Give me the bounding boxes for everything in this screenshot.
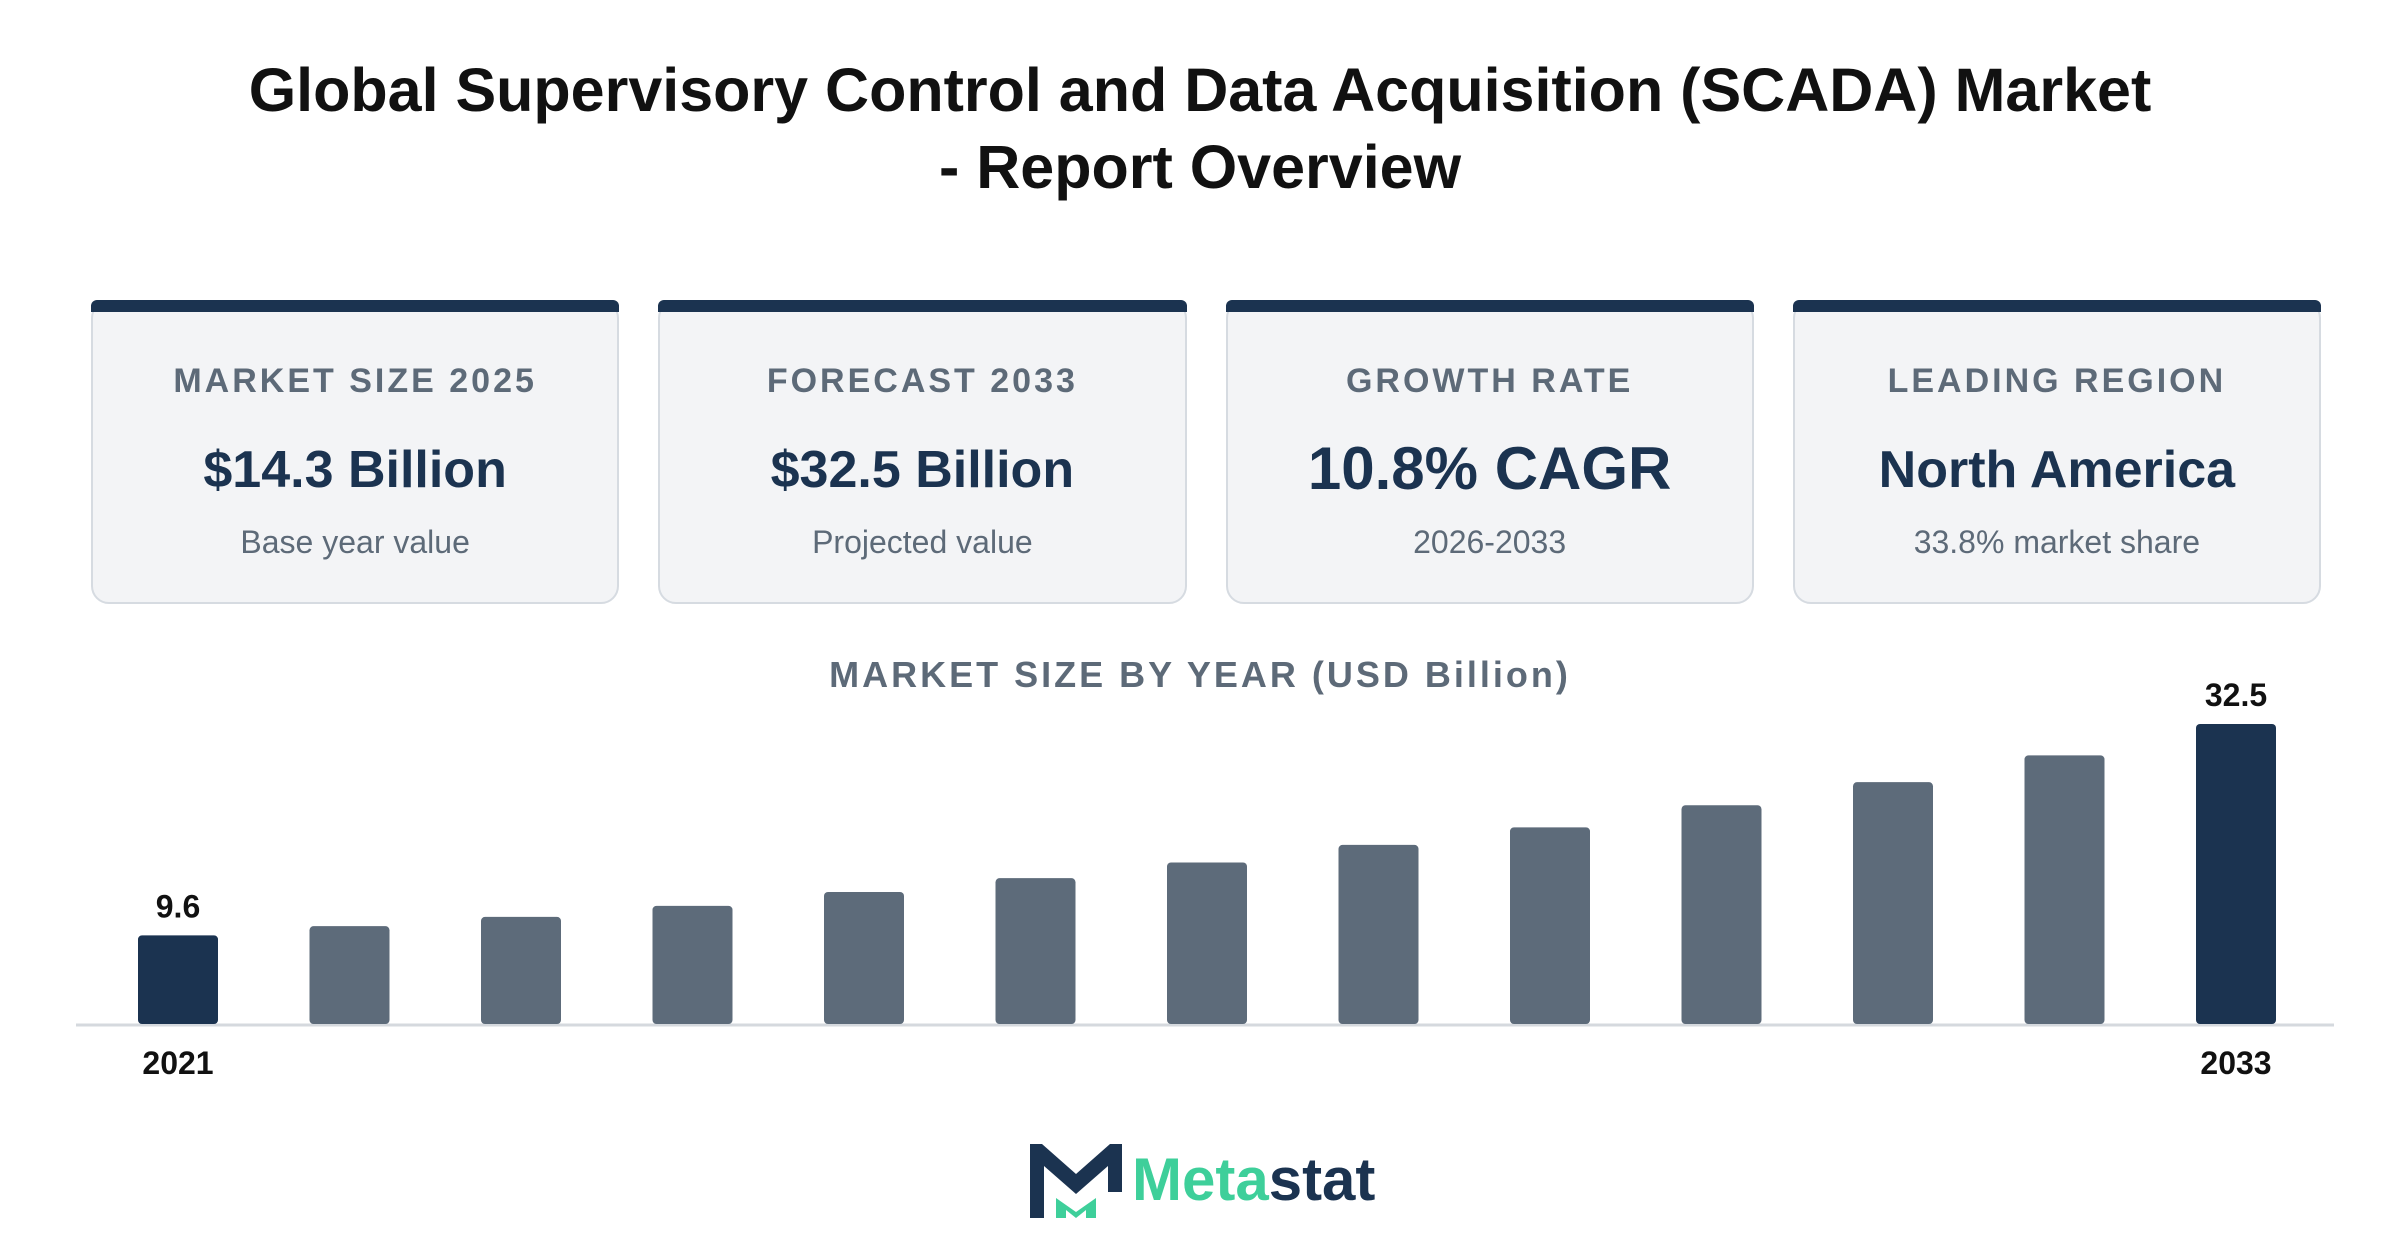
- card-label: GROWTH RATE: [1345, 362, 1634, 400]
- card-leading-region: LEADING REGION North America 33.8% marke…: [1792, 300, 2321, 604]
- bar-2029: [1510, 827, 1590, 1024]
- bar-2023: [481, 916, 561, 1024]
- bar-2027: [1167, 862, 1247, 1024]
- bar-2026: [995, 878, 1076, 1024]
- card-accent-bar: [1225, 300, 1754, 312]
- metastat-logo: Metastat: [1028, 1140, 1398, 1220]
- x-tick-label-2033: 2033: [2200, 1045, 2271, 1081]
- bar-chart: 9.6 2021 32.5 2033: [76, 677, 2334, 1081]
- card-market-size: MARKET SIZE 2025 $14.3 Billion Base year…: [91, 300, 620, 604]
- card-subtitle: 33.8% market share: [1913, 524, 2201, 560]
- card-subtitle: 2026-2033: [1413, 524, 1567, 560]
- stat-cards: MARKET SIZE 2025 $14.3 Billion Base year…: [91, 300, 2321, 604]
- card-forecast: FORECAST 2033 $32.5 Billion Projected va…: [658, 300, 1187, 604]
- logo-text-meta: Meta: [1132, 1146, 1269, 1213]
- bar-2028: [1338, 844, 1419, 1024]
- card-accent-bar: [1792, 300, 2321, 312]
- bar-2033: [2196, 724, 2276, 1024]
- card-value: $14.3 Billion: [203, 441, 507, 499]
- card-label: LEADING REGION: [1887, 362, 2227, 400]
- card-growth-rate: GROWTH RATE 10.8% CAGR 2026-2033: [1225, 300, 1754, 604]
- x-tick-label-2021: 2021: [142, 1045, 213, 1081]
- card-subtitle: Projected value: [812, 524, 1033, 560]
- bar-2032: [2024, 755, 2105, 1024]
- bar-2031: [1853, 782, 1933, 1024]
- card-value: $32.5 Billion: [770, 441, 1075, 499]
- chart-title: MARKET SIZE BY YEAR (USD Billion): [829, 654, 1571, 695]
- bar-2030: [1681, 805, 1762, 1024]
- card-accent-bar: [91, 300, 620, 312]
- data-label-2033: 32.5: [2205, 677, 2267, 713]
- card-value: 10.8% CAGR: [1307, 435, 1672, 502]
- bar-2025: [824, 892, 904, 1024]
- title-line-1: Global Supervisory Control and Data Acqu…: [248, 56, 2152, 124]
- logo-text-stat: stat: [1268, 1146, 1376, 1213]
- card-subtitle: Base year value: [240, 524, 470, 560]
- data-label-2021: 9.6: [156, 888, 200, 924]
- page-title: Global Supervisory Control and Data Acqu…: [150, 52, 2250, 206]
- card-accent-bar: [658, 300, 1187, 312]
- logo-wordmark: Metastat: [1132, 1140, 1375, 1220]
- bar-2024: [652, 905, 733, 1024]
- metastat-m-logo-icon: [1030, 1144, 1122, 1218]
- card-label: FORECAST 2033: [766, 362, 1078, 400]
- title-line-2: - Report Overview: [938, 133, 1462, 201]
- card-value: North America: [1878, 441, 2236, 499]
- bar-2022: [309, 926, 390, 1024]
- card-label: MARKET SIZE 2025: [173, 362, 537, 400]
- bar-2021: [138, 935, 218, 1024]
